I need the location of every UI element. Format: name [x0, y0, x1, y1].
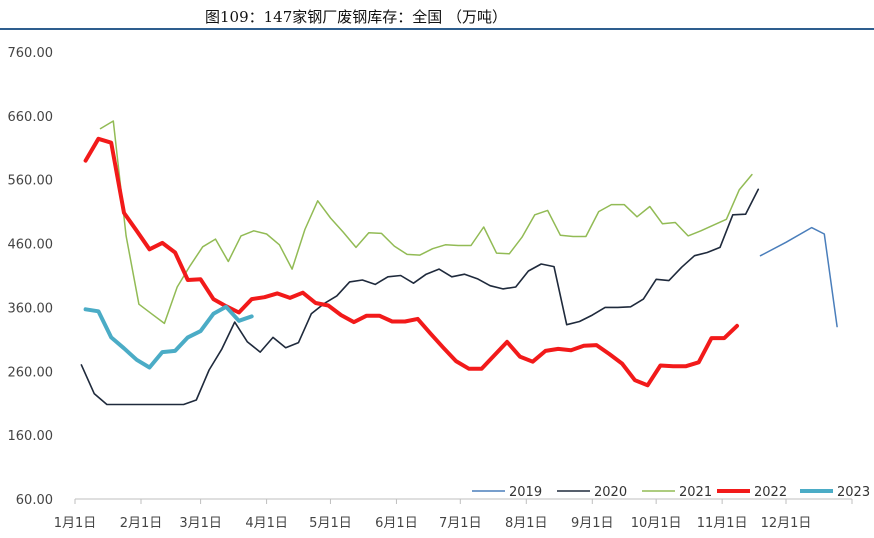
title-underline [0, 28, 874, 30]
series-2021 [99, 120, 753, 325]
x-tick-label: 2月1日 [120, 516, 163, 531]
series-2022 [83, 136, 739, 388]
y-tick-label: 660.00 [8, 110, 54, 125]
x-tick-label: 3月1日 [179, 516, 222, 531]
x-tick-label: 6月1日 [375, 516, 418, 531]
y-tick-label: 560.00 [8, 174, 54, 189]
y-axis: 760.00 660.00 560.00 460.00 360.00 260.00 160.… [8, 46, 54, 508]
x-axis: 1月1日 2月1日 3月1日 4月1日 5月1日 6月1日 7月1日 8月1日 9月1日 10月1… [54, 498, 853, 531]
x-tick-label: 11月1日 [697, 516, 748, 531]
x-tick-label: 1月1日 [54, 516, 97, 531]
y-tick-label: 60.00 [16, 493, 53, 508]
legend-label: 2019 [509, 485, 542, 500]
series-line-2022 [83, 136, 739, 388]
legend: 2019 2020 2021 2022 2023 [472, 485, 870, 500]
series-2020 [80, 188, 760, 406]
legend-label: 2023 [837, 485, 870, 500]
legend-item-2023: 2023 [800, 485, 870, 500]
legend-label: 2021 [679, 485, 712, 500]
chart-title: 图109：147家钢厂废钢库存：全国 （万吨） [0, 4, 874, 28]
series-line-2019 [759, 226, 838, 328]
series-2023 [83, 304, 254, 370]
x-tick-label: 10月1日 [631, 516, 682, 531]
x-tick-label: 12月1日 [761, 516, 812, 531]
x-tick-label: 4月1日 [245, 516, 288, 531]
legend-item-2022: 2022 [717, 485, 787, 500]
legend-label: 2020 [594, 485, 627, 500]
chart-title-text: 图109：147家钢厂废钢库存：全国 （万吨） [205, 8, 508, 26]
y-tick-label: 260.00 [8, 365, 54, 380]
series-2019 [759, 226, 838, 328]
series-layer [80, 120, 838, 406]
legend-item-2020: 2020 [557, 485, 627, 500]
series-line-2023 [83, 304, 254, 370]
legend-item-2019: 2019 [472, 485, 542, 500]
y-tick-label: 460.00 [8, 238, 54, 253]
y-tick-label: 760.00 [8, 46, 54, 61]
x-tick-label: 9月1日 [571, 516, 614, 531]
y-tick-label: 360.00 [8, 301, 54, 316]
x-tick-label: 7月1日 [439, 516, 482, 531]
series-line-2021 [99, 120, 753, 325]
y-tick-label: 160.00 [8, 429, 54, 444]
legend-item-2021: 2021 [642, 485, 712, 500]
x-tick-label: 8月1日 [505, 516, 548, 531]
x-tick-label: 5月1日 [309, 516, 352, 531]
series-line-2020 [80, 188, 760, 406]
legend-label: 2022 [754, 485, 787, 500]
